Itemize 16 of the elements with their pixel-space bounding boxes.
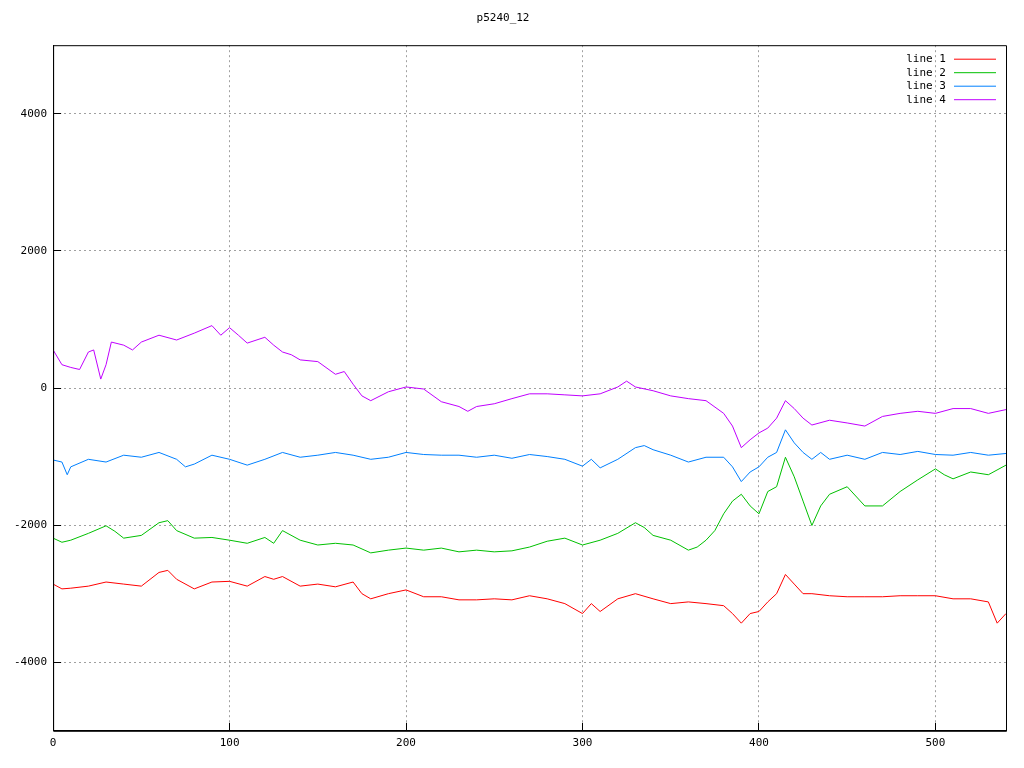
legend-label: line 1 bbox=[906, 52, 946, 66]
y-tick-label: -4000 bbox=[13, 655, 48, 669]
legend-label: line 2 bbox=[906, 65, 946, 79]
x-tick-label: 100 bbox=[219, 736, 240, 750]
chart-title: p5240_12 bbox=[476, 11, 530, 25]
y-tick-label: 0 bbox=[40, 380, 48, 394]
legend-label: line 3 bbox=[906, 79, 946, 93]
y-tick-label: -2000 bbox=[13, 517, 48, 531]
x-tick-label: 0 bbox=[49, 736, 57, 750]
x-tick-label: 200 bbox=[396, 736, 416, 750]
y-tick-label: 2000 bbox=[20, 243, 48, 257]
y-tick-label: 4000 bbox=[20, 106, 48, 120]
legend-label: line 4 bbox=[906, 92, 947, 106]
x-tick-label: 400 bbox=[749, 736, 769, 750]
x-tick-label: 300 bbox=[572, 736, 593, 750]
x-tick-label: 500 bbox=[925, 736, 946, 750]
